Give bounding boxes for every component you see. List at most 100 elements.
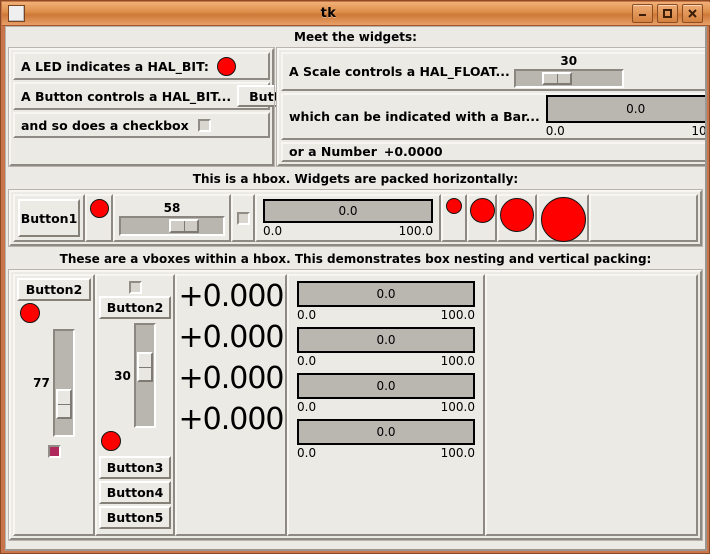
led-row: A LED indicates a HAL_BIT: [13, 52, 270, 80]
hbox-led-large-cell [497, 194, 537, 242]
hbox-scale-value: 58 [163, 200, 181, 215]
window-menu-icon[interactable] [8, 5, 25, 22]
hbox-scale-cell: 58 [113, 194, 231, 242]
hbox-bar-min: 0.0 [263, 223, 283, 238]
hal-float-bar: 0.0 0.0 100.0 [545, 94, 705, 138]
number-value: +0.0000 [383, 144, 443, 160]
col4-bar-2-box: 0.0 [297, 327, 475, 353]
col2-checkbox[interactable] [128, 280, 142, 294]
section2-frame: Button1 58 0.0 0. [8, 189, 703, 247]
section1-right-frame: A Scale controls a HAL_FLOAT... 30 which… [276, 47, 705, 167]
led-medium [469, 198, 495, 223]
close-icon[interactable] [682, 4, 703, 23]
bar-range: 0.0 100.0 [545, 123, 705, 138]
maximize-icon[interactable] [657, 4, 678, 23]
number-row-label: or a Number [289, 144, 377, 160]
hal-bit-checkbox[interactable] [197, 118, 211, 132]
hbox-bar-max: 100.0 [398, 223, 433, 238]
col4-bar-4-max: 100.0 [440, 446, 475, 460]
col2-scale[interactable]: 30 [99, 323, 171, 428]
scale-slider[interactable] [541, 72, 572, 86]
hbox-spacer [589, 194, 698, 242]
col1-checkbox[interactable] [47, 445, 61, 458]
col3-number-1: +0.000 [178, 279, 284, 314]
hbox-checkbox[interactable] [236, 211, 250, 225]
scale-row: A Scale controls a HAL_FLOAT... 30 [281, 52, 705, 91]
col2-button3[interactable]: Button3 [99, 456, 171, 479]
col4-bar-2: 0.0 0.0 100.0 [291, 324, 481, 370]
title-bar[interactable]: tk [2, 2, 710, 26]
led-large [500, 198, 534, 232]
led-row-label: A LED indicates a HAL_BIT: [21, 58, 209, 74]
col4-bar-1-range: 0.0 100.0 [297, 307, 475, 322]
col2-scale-slider[interactable] [136, 352, 153, 382]
col3-number-2: +0.000 [178, 320, 284, 355]
hbox-bar-box: 0.0 [263, 198, 433, 223]
col1-scale-slider[interactable] [55, 389, 72, 419]
col4-bar-3-box: 0.0 [297, 373, 475, 399]
button-row: A Button controls a HAL_BIT... Button [13, 82, 310, 110]
number-row: or a Number +0.0000 [281, 141, 705, 162]
col4-bar-4: 0.0 0.0 100.0 [291, 416, 481, 462]
hbox-bar-cell: 0.0 0.0 100.0 [255, 194, 441, 242]
hbox-led-medium-cell [467, 194, 497, 242]
col4-bar-2-max: 100.0 [440, 354, 475, 368]
hbox-scale[interactable]: 58 [119, 201, 225, 236]
button-row-label: A Button controls a HAL_BIT... [21, 88, 232, 104]
section1-left-frame: A LED indicates a HAL_BIT: A Button cont… [8, 47, 310, 167]
col2-scale-value: 30 [114, 368, 131, 383]
scale-value: 30 [560, 54, 578, 69]
hbox-led [89, 199, 109, 218]
col4-bar-1-box: 0.0 [297, 281, 475, 307]
led-xlarge [540, 197, 586, 242]
col1-button2[interactable]: Button2 [17, 278, 91, 301]
col2-led [101, 431, 121, 451]
col4-bar-4-box: 0.0 [297, 419, 475, 445]
hbox-bar: 0.0 0.0 100.0 [263, 198, 433, 238]
col1-scale[interactable]: 77 [17, 329, 91, 437]
col2-scale-trough[interactable] [133, 323, 156, 428]
col3-number-4: +0.000 [178, 402, 284, 437]
scale-trough[interactable] [513, 69, 624, 89]
hbox-led-cell [85, 194, 113, 242]
col4-bar-1: 0.0 0.0 100.0 [291, 278, 481, 324]
col4-bar-3-range: 0.0 100.0 [297, 399, 475, 414]
col4-bar-4-min: 0.0 [297, 446, 317, 460]
hal-bit-led [216, 56, 236, 76]
col2-checkbox-cell [99, 278, 171, 296]
hbox-button1[interactable]: Button1 [18, 199, 80, 237]
hbox-led-small-cell [441, 194, 467, 242]
vbox-col2: Button2 30 Button3 Button4 Button5 [95, 274, 175, 536]
col2-button2[interactable]: Button2 [99, 296, 171, 319]
col4-spacer [291, 462, 481, 532]
minimize-icon[interactable] [632, 4, 653, 23]
hbox-button-cell: Button1 [13, 194, 85, 242]
window-controls [632, 4, 703, 23]
client-area: Meet the widgets: A LED indicates a HAL_… [5, 26, 707, 551]
section3-frame: Button2 77 [8, 269, 703, 541]
section1-left-spacer [13, 140, 270, 162]
col2-button5[interactable]: Button5 [99, 506, 171, 529]
bar-box: 0.0 [545, 94, 705, 123]
col4-bar-2-range: 0.0 100.0 [297, 353, 475, 368]
bar-min: 0.0 [545, 123, 565, 138]
scale-row-label: A Scale controls a HAL_FLOAT... [289, 63, 510, 79]
col1-led [20, 303, 40, 323]
col3-number-3: +0.000 [178, 361, 284, 396]
hbox-scale-trough[interactable] [119, 215, 225, 236]
vbox-col4: 0.0 0.0 100.0 0.0 0.0 100.0 0.0 [287, 274, 485, 536]
col2-button4[interactable]: Button4 [99, 481, 171, 504]
col1-spacer [17, 458, 91, 532]
window-title: tk [320, 6, 337, 21]
col1-scale-trough[interactable] [52, 329, 75, 437]
hal-float-scale[interactable]: 30 [513, 54, 624, 89]
led-small [446, 198, 462, 214]
col4-bar-1-max: 100.0 [440, 308, 475, 322]
hbox-led-xlarge-cell [537, 194, 589, 242]
col4-bar-3-min: 0.0 [297, 400, 317, 414]
hbox-scale-slider[interactable] [169, 218, 199, 233]
col4-bar-3: 0.0 0.0 100.0 [291, 370, 481, 416]
col2-led-cell [99, 428, 171, 454]
bar-row-label: which can be indicated with a Bar... [289, 108, 540, 124]
